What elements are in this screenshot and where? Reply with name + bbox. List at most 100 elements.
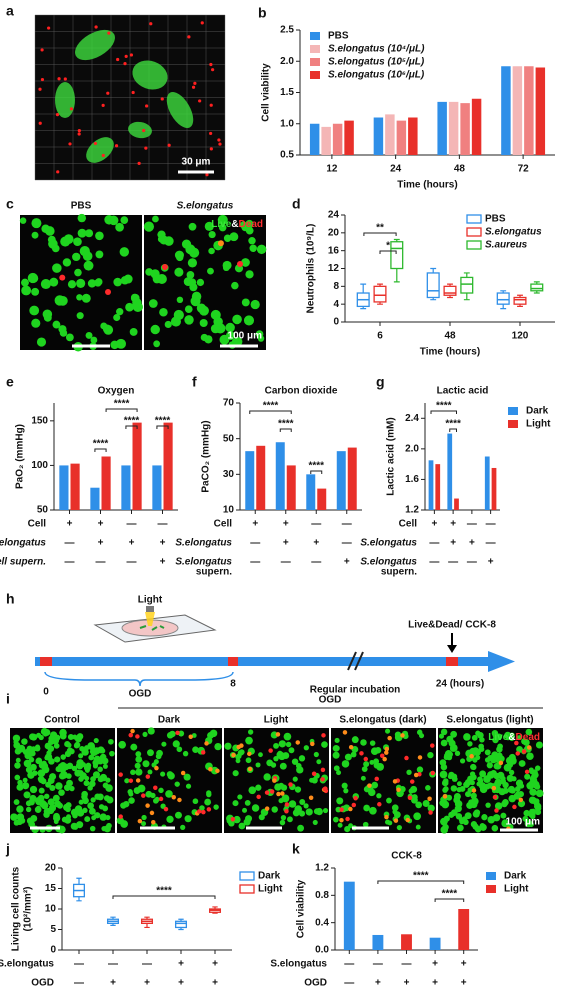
bar — [163, 422, 173, 510]
live-cell — [158, 787, 164, 794]
condition-value: + — [129, 538, 135, 549]
dead-cell — [269, 789, 275, 794]
live-cell — [427, 804, 435, 812]
bacteria — [209, 147, 213, 151]
live-cell — [270, 762, 277, 768]
condition-value: + — [344, 557, 350, 568]
live-cell — [511, 776, 517, 782]
live-cell — [110, 215, 117, 223]
y-tick-label: 1.5 — [280, 87, 294, 98]
live-cell — [258, 814, 265, 821]
dead-cell — [524, 769, 530, 775]
live-cell — [141, 814, 147, 821]
live-cell — [448, 739, 456, 747]
legend-label: PBS — [485, 214, 506, 225]
live-cell — [396, 824, 402, 831]
live-cell — [164, 320, 172, 329]
live-cell — [181, 239, 192, 249]
live-cell — [23, 759, 32, 768]
live-cell — [184, 305, 193, 314]
live-cell — [528, 821, 534, 828]
live-cell — [28, 798, 35, 806]
bacteria — [205, 173, 209, 177]
legend-label: S.aureus — [485, 240, 528, 251]
live-cell — [521, 738, 528, 745]
live-cell — [135, 751, 142, 757]
live-cell — [66, 747, 74, 755]
bar — [90, 487, 100, 510]
live-cell — [102, 782, 109, 789]
live-cell — [72, 252, 81, 262]
y-tick-label: 8 — [333, 281, 339, 292]
time-marker — [40, 657, 52, 666]
significance-label: **** — [308, 461, 324, 472]
live-cell — [440, 739, 448, 747]
live-cell — [160, 771, 166, 777]
live-cell — [369, 806, 377, 815]
dead-cell — [130, 728, 135, 734]
live-cell — [313, 808, 320, 815]
live-cell — [278, 752, 286, 761]
dead-cell — [284, 809, 289, 814]
light-beam — [145, 612, 155, 626]
dead-cell — [217, 240, 224, 247]
y-tick-label: 2.5 — [280, 25, 294, 36]
live-cell — [60, 771, 68, 779]
live-cell — [479, 823, 486, 829]
significance-label: **** — [413, 871, 429, 882]
y-tick-label: 2.0 — [405, 443, 419, 454]
live-cell — [298, 755, 306, 762]
live-cell — [309, 777, 315, 783]
condition-value: + — [160, 538, 166, 549]
live-cell — [52, 263, 62, 273]
bar — [70, 463, 80, 510]
stain-label: Live&Dead — [211, 219, 263, 230]
y-tick-label: 70 — [223, 398, 235, 409]
dead-cell — [382, 756, 387, 762]
live-cell — [257, 335, 265, 342]
dead-cell — [137, 818, 143, 824]
live-cell — [147, 749, 154, 757]
bar — [336, 451, 346, 510]
live-cell — [237, 794, 243, 800]
bacteria — [160, 97, 164, 101]
live-cell — [74, 741, 81, 749]
live-cell — [456, 787, 462, 793]
live-cell — [185, 783, 192, 789]
panel-label: f — [192, 374, 197, 390]
significance-label: **** — [445, 419, 461, 430]
condition-label: Dark — [158, 715, 181, 726]
light-source — [146, 606, 154, 612]
condition-value: + — [404, 978, 410, 989]
chart-title: Lactic acid — [437, 386, 489, 397]
significance-bracket — [434, 898, 465, 902]
bacteria — [101, 103, 105, 107]
bacteria — [116, 57, 120, 62]
dead-cell — [237, 261, 244, 268]
live-cell — [16, 813, 25, 821]
live-cell — [515, 786, 521, 792]
live-cell — [34, 797, 42, 804]
live-cell — [335, 806, 342, 813]
images — [10, 14, 544, 834]
panel-label: i — [6, 691, 10, 707]
condition-value: — — [344, 978, 354, 989]
dead-cell — [469, 754, 474, 759]
live-cell — [369, 740, 376, 746]
chart-title: CCK-8 — [391, 851, 422, 862]
live-cell — [142, 731, 148, 737]
live-cell — [192, 798, 199, 805]
bar — [447, 433, 453, 510]
live-cell — [348, 823, 354, 829]
legend-swatch — [310, 32, 320, 40]
dead-cell — [175, 730, 180, 736]
condition-label: supern. — [381, 567, 417, 578]
timeline-arrow — [488, 651, 515, 672]
y-tick-label: 50 — [223, 433, 235, 444]
bar — [437, 101, 447, 155]
condition-label: Cell supern. — [0, 557, 46, 568]
live-cell — [134, 762, 141, 769]
significance-label: ** — [376, 223, 384, 234]
bacteria — [167, 143, 171, 147]
